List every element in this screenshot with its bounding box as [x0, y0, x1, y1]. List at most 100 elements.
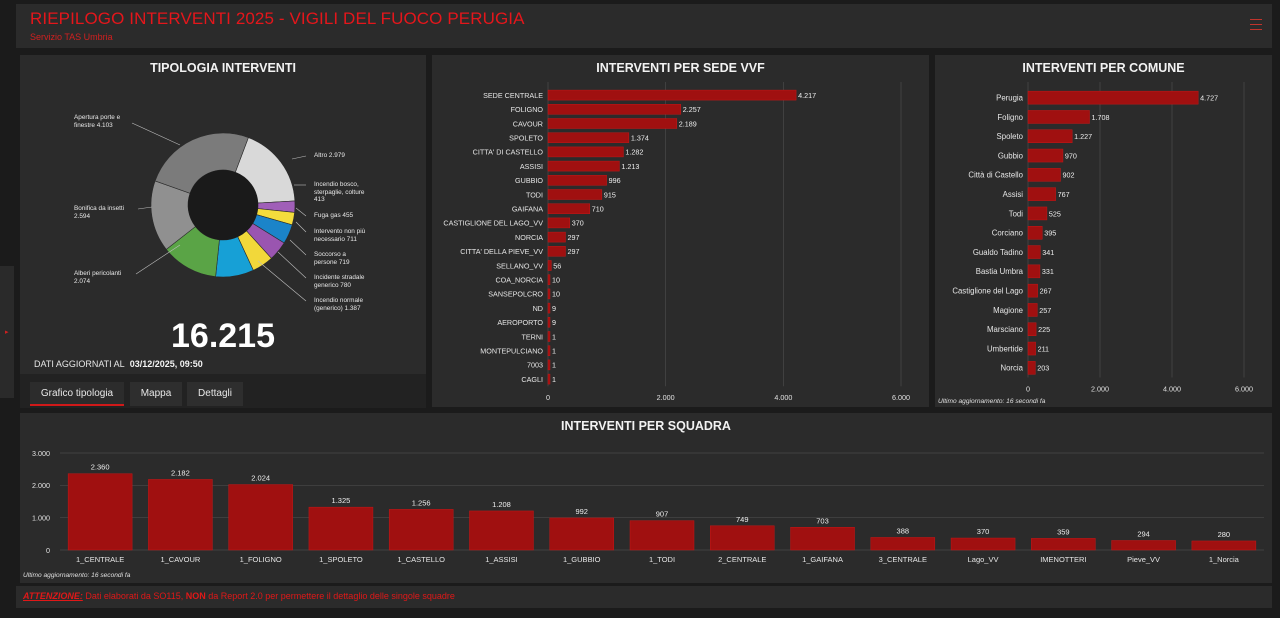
page-title: RIEPILOGO INTERVENTI 2025 - VIGILI DEL F… [30, 9, 525, 28]
tipologia-panel: TIPOLOGIA INTERVENTI Apertura porte e fin… [20, 55, 426, 375]
category-label-sellano-vv: SELLANO_VV [496, 261, 543, 270]
bar-bastia-umbra [1027, 264, 1041, 279]
value-label-gubbio: 996 [609, 176, 621, 185]
tab-mappa[interactable]: Mappa [130, 382, 182, 406]
page-subtitle: Servizio TAS Umbria [30, 32, 113, 42]
y-tick-label: 2.000 [32, 481, 50, 490]
value-label-foligno: 1.708 [1091, 113, 1109, 122]
value-label-norcia: 297 [567, 233, 579, 242]
donut-label-altro: Altro 2.979 [314, 152, 345, 159]
comune-title: INTERVENTI PER COMUNE [1022, 61, 1185, 75]
category-label-corciano: Corciano [992, 229, 1024, 238]
squadra-bar-chart: 0 1.000 2.000 3.000 2.360 1_CENTRALE 2.182 1_CA… [32, 449, 1264, 564]
bar-citt-di-castello [1027, 168, 1061, 182]
bar-3-centrale [870, 537, 936, 551]
category-label-gubbio: GUBBIO [515, 176, 543, 185]
value-label-aeroporto: 9 [552, 318, 556, 327]
x-tick-label: 0 [546, 393, 550, 402]
y-tick-label: 0 [46, 546, 50, 555]
bar-1-spoleto [308, 506, 374, 551]
x-tick-label: 0 [1026, 385, 1030, 394]
side-collapse-handle[interactable]: ▸ [0, 266, 14, 398]
category-label-todi: Todi [1009, 209, 1024, 218]
tipologia-title: TIPOLOGIA INTERVENTI [150, 61, 296, 75]
donut-label-non-necessario: Intervento non più necessario 711 [314, 228, 366, 243]
donut-label-incidente: Incidente stradale generico 780 [314, 274, 365, 289]
x-tick-label: 6.000 [892, 393, 910, 402]
category-label-1-norcia: 1_Norcia [1209, 555, 1240, 564]
menu-icon[interactable] [1250, 19, 1262, 30]
value-label-todi: 525 [1049, 209, 1061, 218]
category-label-1-gubbio: 1_GUBBIO [563, 555, 601, 564]
value-label-1-castello: 1.256 [412, 498, 431, 507]
value-label-magione: 257 [1039, 306, 1051, 315]
bar-magione [1027, 303, 1038, 317]
value-label-assisi: 767 [1058, 190, 1070, 199]
bar-umbertide [1027, 341, 1036, 356]
x-tick-label: 2.000 [657, 393, 675, 402]
value-label-umbertide: 211 [1038, 344, 1049, 353]
warning-text: ATTENZIONE: Dati elaborati da SO115, NON… [23, 591, 455, 601]
donut-hole [188, 170, 258, 240]
bar-citta-di-castello [547, 146, 624, 158]
category-label-norcia: Norcia [1000, 364, 1023, 373]
category-label-sede-centrale: SEDE CENTRALE [483, 91, 543, 100]
value-label-7003: 1 [552, 361, 556, 370]
bar-corciano [1027, 226, 1043, 240]
category-label-assisi: Assisi [1003, 190, 1024, 199]
donut-label-incendio-normale: Incendio normale (generico) 1.387 [314, 297, 364, 312]
category-label-1-castello: 1_CASTELLO [397, 555, 445, 564]
bar-sellano-vv [547, 260, 552, 271]
leader-line [257, 260, 307, 302]
donut-label-soccorso: Soccorso a persone 719 [314, 251, 350, 266]
category-label-gaifana: GAIFANA [512, 205, 543, 214]
value-label-citta-di-castello: 1.282 [625, 148, 643, 157]
tab-grafico-tipologia[interactable]: Grafico tipologia [30, 382, 124, 406]
squadra-update-note: Ultimo aggiornamento: 16 secondi fa [23, 572, 131, 579]
donut-label-incendio-bosco: Incendio bosco, sterpaglie, colture 413 [314, 181, 365, 204]
header-bar: RIEPILOGO INTERVENTI 2025 - VIGILI DEL F… [16, 4, 1272, 48]
bar-gubbio [1027, 148, 1064, 163]
category-label-1-cavour: 1_CAVOUR [160, 555, 200, 564]
bar-castiglione-del-lago [1027, 283, 1038, 298]
value-label-castiglione-del-lago: 267 [1040, 286, 1052, 295]
category-label-aeroporto: AEROPORTO [497, 318, 543, 327]
category-label-coa-norcia: COA_NORCIA [495, 276, 543, 285]
value-label-coa-norcia: 10 [552, 276, 560, 285]
bar-perugia [1027, 90, 1199, 105]
squadra-panel: INTERVENTI PER SQUADRA 0 1.000 2.000 3.000 2… [20, 413, 1272, 583]
category-label-7003: 7003 [527, 361, 543, 370]
bar-cagli [547, 373, 551, 385]
category-label-nd: ND [533, 304, 543, 313]
bar-1-cavour [148, 479, 213, 551]
category-label-spoleto: SPOLETO [509, 134, 543, 143]
value-label-1-spoleto: 1.325 [332, 496, 351, 505]
bar-foligno [1027, 110, 1090, 124]
bar-foligno [547, 104, 682, 115]
leader-line [277, 251, 307, 279]
value-label-gualdo-tadino: 341 [1042, 248, 1054, 257]
x-tick-label: 4.000 [774, 393, 792, 402]
bar-7003 [547, 359, 551, 371]
bar-spoleto [1027, 129, 1073, 143]
bar-sansepolcro [547, 288, 551, 300]
value-label-spoleto: 1.227 [1074, 132, 1092, 141]
value-label-lago-vv: 370 [977, 527, 990, 536]
bar-gubbio [547, 175, 607, 186]
value-label-1-norcia: 280 [1218, 530, 1231, 539]
category-label-cagli: CAGLI [521, 375, 543, 384]
value-label-gaifana: 710 [592, 205, 604, 214]
category-label-umbertide: Umbertide [987, 344, 1023, 353]
category-label-marsciano: Marsciano [987, 325, 1024, 334]
bar-1-todi [629, 520, 695, 551]
bar-norcia [1027, 361, 1036, 375]
tab-dettagli[interactable]: Dettagli [187, 382, 243, 406]
bar-todi [547, 189, 603, 200]
category-label-cavour: CAVOUR [513, 119, 543, 128]
bar-imenotteri [1031, 538, 1096, 551]
y-tick-label: 3.000 [32, 449, 50, 458]
bar-1-castello [388, 509, 454, 551]
donut-label-fuga-gas: Fuga gas 455 [314, 212, 354, 219]
value-label-foligno: 2.257 [683, 105, 701, 114]
category-label-1-assisi: 1_ASSISI [485, 555, 518, 564]
